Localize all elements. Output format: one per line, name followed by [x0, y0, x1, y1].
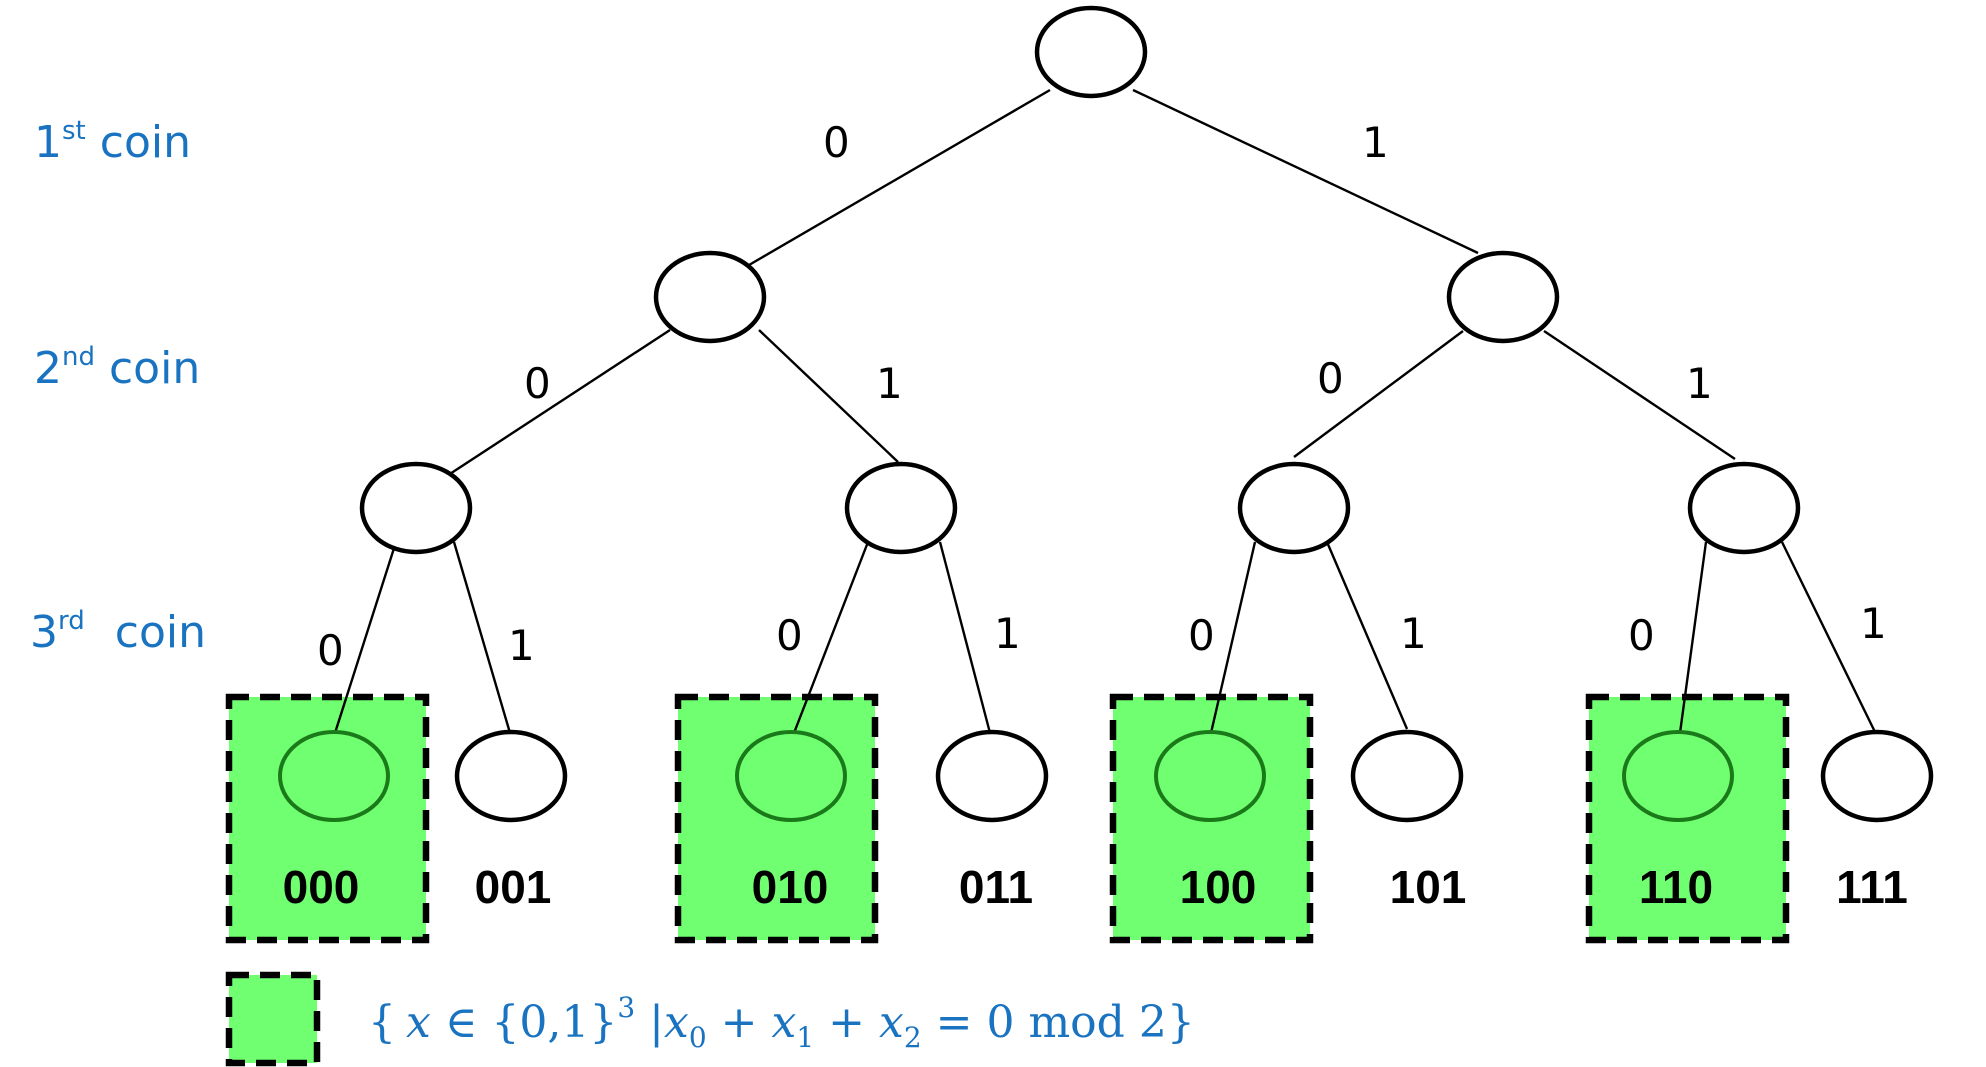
edge-label-01-010: 0: [776, 611, 803, 660]
edge-root-1: [1132, 88, 1479, 255]
edge-label-00-000: 0: [317, 626, 344, 675]
legend-set-definition: {x ∈ {0,1}3 |x0 + x1 + x2 = 0 mod 2}: [368, 991, 1195, 1054]
leaf-label-011: 011: [959, 861, 1033, 913]
leaf-label-001: 001: [475, 861, 552, 913]
edge-label-11-111: 1: [1860, 599, 1887, 648]
edge-label-root-0: 0: [823, 118, 850, 167]
edge-label-0-00: 0: [524, 359, 551, 408]
edge-00-000: [333, 541, 398, 734]
node-00: [359, 461, 473, 555]
edge-0-01: [758, 329, 899, 463]
leaf-label-100: 100: [1180, 861, 1257, 913]
leaf-label-101: 101: [1390, 861, 1467, 913]
node-10: [1237, 461, 1351, 555]
edge-root-0: [748, 88, 1051, 267]
leaf-node-010: [735, 730, 847, 822]
edge-label-00-001: 1: [508, 621, 535, 670]
node-11: [1687, 461, 1801, 555]
leaf-labels: 000 001 010 011 100 101 110 111: [283, 861, 1908, 913]
coin-label-3: 3rd coin: [30, 606, 206, 658]
leaf-label-000: 000: [283, 861, 360, 913]
edge-10-100: [1209, 541, 1257, 734]
edge-1-10: [1293, 330, 1464, 458]
node-01: [844, 461, 958, 555]
edge-01-011: [938, 541, 992, 734]
leaf-label-010: 010: [752, 861, 829, 913]
edge-label-10-100: 0: [1188, 611, 1215, 660]
leaf-node-100: [1154, 730, 1266, 822]
edge-00-001: [452, 541, 512, 734]
edge-10-101: [1325, 541, 1409, 730]
leaf-node-110: [1622, 730, 1734, 822]
leaf-nodes: [278, 729, 1934, 823]
edge-labels: 0 1 0 1 0 1 0 1 0 1 0 1 0 1: [317, 118, 1887, 675]
coin-label-2: 2nd coin: [34, 342, 200, 394]
edge-11-110: [1678, 541, 1708, 734]
edge-11-111: [1780, 541, 1877, 733]
edge-1-11: [1543, 330, 1736, 460]
edge-label-0-01: 1: [876, 359, 903, 408]
leaf-node-101: [1350, 729, 1464, 823]
node-root: [1034, 5, 1148, 99]
leaf-node-111: [1820, 729, 1934, 823]
tree-nodes: [359, 5, 1801, 555]
leaf-label-111: 111: [1836, 861, 1908, 913]
edge-01-010: [792, 541, 870, 734]
tree-edges: [333, 88, 1877, 734]
edge-label-11-110: 0: [1628, 611, 1655, 660]
leaf-node-011: [935, 729, 1049, 823]
leaf-label-110: 110: [1639, 861, 1713, 913]
legend-swatch: [225, 971, 321, 1067]
legend: {x ∈ {0,1}3 |x0 + x1 + x2 = 0 mod 2}: [225, 971, 1195, 1067]
node-0: [653, 250, 767, 344]
leaf-node-001: [454, 729, 568, 823]
edge-label-1-11: 1: [1686, 359, 1713, 408]
edge-label-10-101: 1: [1400, 609, 1427, 658]
node-1: [1446, 250, 1560, 344]
edge-label-root-1: 1: [1362, 118, 1389, 167]
edge-0-00: [432, 328, 671, 487]
edge-label-1-10: 0: [1317, 354, 1344, 403]
coin-label-1: 1st coin: [34, 116, 191, 168]
leaf-node-000: [278, 730, 390, 822]
edge-label-01-011: 1: [994, 609, 1021, 658]
